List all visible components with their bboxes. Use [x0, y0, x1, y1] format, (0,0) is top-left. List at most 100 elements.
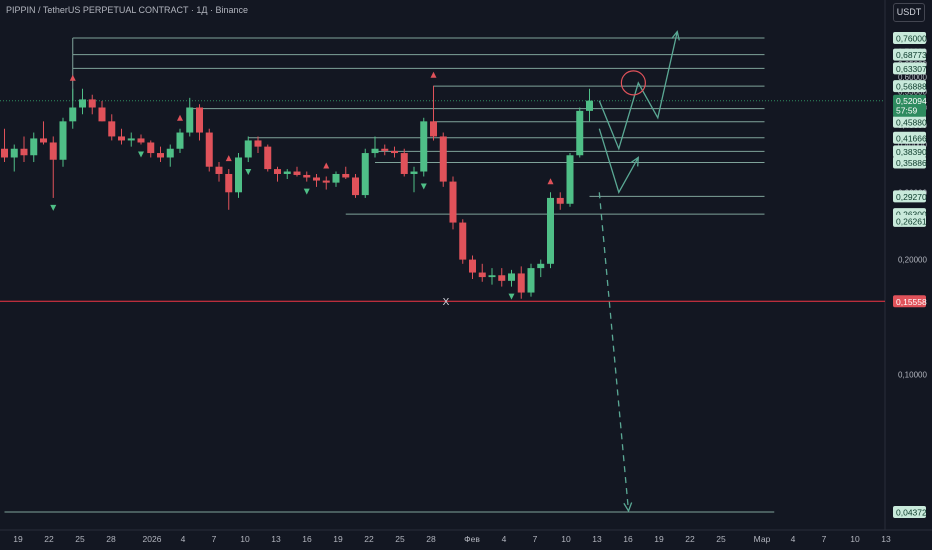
- candle-body-29: [283, 171, 291, 174]
- candle-body-4: [40, 138, 47, 143]
- price-label-12: 0,04372: [896, 508, 927, 518]
- candle-body-27: [264, 146, 272, 170]
- candle-body-42: [410, 171, 418, 174]
- projection-dashed: [598, 192, 630, 511]
- candle-body-12: [118, 136, 125, 141]
- highlight-circle: [620, 70, 646, 96]
- current-price-countdown: 57:59: [896, 106, 918, 116]
- x-tick-label-20: 19: [654, 534, 664, 544]
- price-label-8-bg: [893, 156, 926, 169]
- price-label-0-bg: [893, 32, 926, 44]
- marker-up-5: [547, 178, 554, 185]
- x-axis: 19 22 25 28 2026 4 7 10 13 16 19 22 25 28 Фев 4 7 10 13 16 1…: [13, 534, 891, 544]
- x-tick-label-12: 25: [395, 534, 405, 544]
- candle-body-33: [322, 180, 330, 183]
- x-tick-label-27: 13: [881, 534, 891, 544]
- candle-body-34: [332, 173, 340, 183]
- projection-path: [598, 31, 678, 151]
- candle-body-51: [498, 275, 506, 281]
- candle-body-10: [98, 107, 106, 122]
- x-tick-label-0: 19: [13, 534, 23, 544]
- currency-button[interactable]: USDT: [893, 3, 925, 22]
- candle-body-8: [79, 99, 86, 108]
- candle-body-18: [176, 132, 184, 149]
- candle-body-37: [361, 153, 369, 196]
- candle-body-2: [20, 148, 28, 156]
- projection-arrow-dashed: [623, 502, 633, 513]
- x-tick-label-15: 4: [502, 534, 507, 544]
- candle-body-40: [391, 150, 398, 154]
- marker-up-3: [323, 162, 330, 169]
- candle-body-52: [508, 273, 515, 281]
- projection-arrow-2: [630, 156, 639, 167]
- candle-body-38: [371, 148, 379, 154]
- price-label-6-bg: [893, 131, 926, 144]
- x-tick-label-1: 22: [44, 534, 54, 544]
- candle-body-30: [293, 171, 301, 175]
- candle-body-57: [556, 197, 564, 204]
- x-tick-label-16: 7: [533, 534, 538, 544]
- x-tick-label-26: 10: [850, 534, 860, 544]
- marker-up-2: [225, 155, 232, 162]
- candle-body-54: [527, 268, 535, 293]
- price-label-5: 0,45880: [896, 117, 927, 127]
- candle-body-49: [478, 272, 486, 278]
- candle-body-32: [313, 177, 320, 181]
- candle-body-43: [420, 121, 428, 172]
- candle-body-6: [59, 121, 67, 160]
- price-label-7: 0,38390: [896, 147, 927, 157]
- price-label-10: 0,26300: [896, 210, 927, 220]
- x-tick-label-22: 25: [716, 534, 726, 544]
- y-tick-label-6: 0,55000: [898, 88, 927, 97]
- marker-down-4: [420, 183, 427, 190]
- x-tick-label-6: 7: [212, 534, 217, 544]
- price-label-1-bg: [893, 48, 926, 61]
- x-tick-label-23: Мар: [754, 534, 771, 544]
- y-axis: 0,100000,200000,300000,400000,450000,500…: [893, 32, 927, 518]
- candle-body-36: [352, 177, 359, 196]
- candle-body-46: [449, 181, 457, 223]
- candle-body-24: [235, 157, 242, 193]
- candle-body-21: [205, 132, 213, 167]
- x-tick-label-2: 25: [75, 534, 85, 544]
- x-tick-label-24: 4: [791, 534, 796, 544]
- y-tick-label-0: 0,10000: [898, 371, 927, 380]
- candle-body-9: [88, 99, 96, 108]
- candle-body-0: [1, 148, 8, 158]
- chart-title: PIPPIN / TetherUS PERPETUAL CONTRACT · 1…: [6, 5, 249, 15]
- candle-body-1: [10, 148, 18, 158]
- candle-body-41: [400, 153, 408, 174]
- x-tick-label-11: 22: [364, 534, 374, 544]
- candle-body-11: [108, 121, 116, 137]
- x-tick-label-8: 13: [271, 534, 281, 544]
- x-tick-label-5: 4: [181, 534, 186, 544]
- y-tick-label-7: 0,60000: [898, 73, 927, 82]
- candle-body-39: [381, 148, 389, 151]
- price-label-2-bg: [893, 62, 926, 75]
- price-label-8: 0,35886: [896, 158, 927, 168]
- candles: [1, 85, 593, 299]
- price-label-2: 0,63307: [896, 64, 927, 74]
- candle-body-5: [49, 142, 57, 160]
- marker-up-4: [430, 71, 437, 78]
- marker-down-5: [508, 293, 515, 300]
- candle-body-59: [576, 110, 584, 156]
- candle-body-15: [147, 142, 155, 154]
- price-label-9-bg: [893, 190, 926, 203]
- candle-body-44: [430, 121, 437, 137]
- x-tick-label-17: 10: [561, 534, 571, 544]
- candle-body-47: [459, 222, 467, 260]
- level-lines: X: [0, 37, 885, 513]
- y-tick-label-1: 0,20000: [898, 256, 927, 265]
- projection-path-2: [598, 128, 639, 194]
- red-level-label: 0,15558: [896, 297, 927, 307]
- price-label-5-bg: [893, 115, 926, 128]
- price-label-0: 0,76000: [896, 34, 927, 44]
- candle-body-16: [157, 153, 164, 158]
- candle-body-19: [186, 107, 194, 133]
- marker-up-0: [69, 74, 76, 81]
- candle-body-56: [547, 197, 554, 264]
- x-tick-label-4: 2026: [143, 534, 162, 544]
- x-tick-label-7: 10: [240, 534, 250, 544]
